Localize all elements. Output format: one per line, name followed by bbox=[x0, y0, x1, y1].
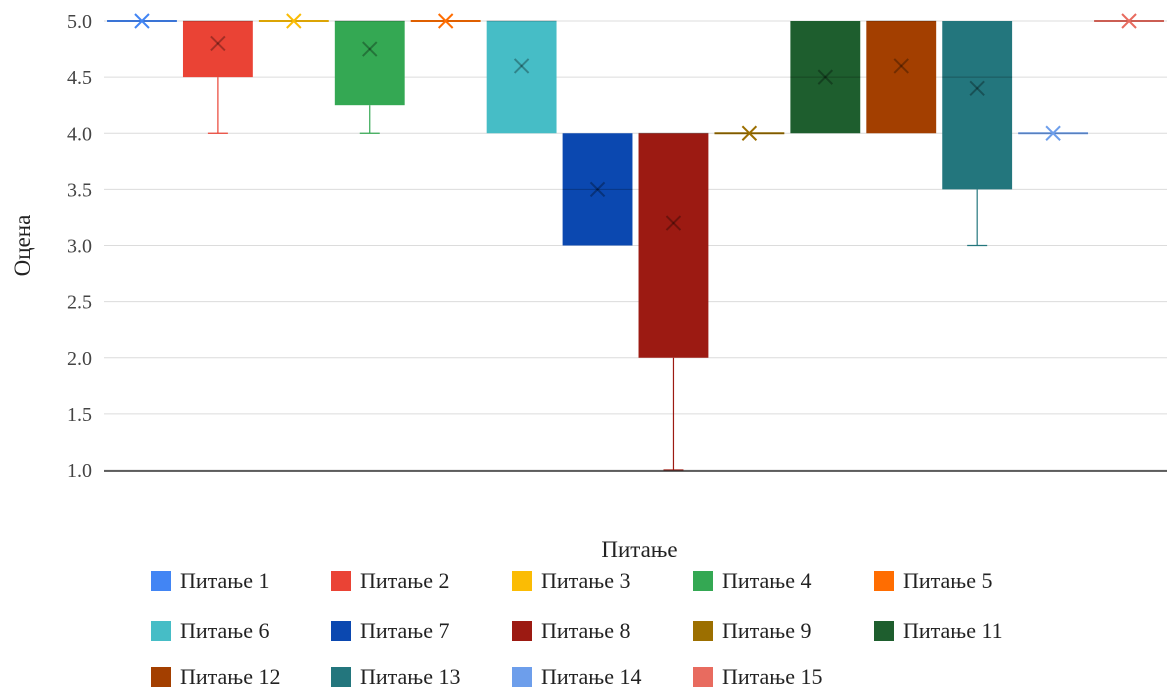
legend-item: Питање 1 bbox=[151, 568, 269, 593]
y-tick-label: 4.0 bbox=[67, 123, 92, 145]
y-axis-title: Оцена bbox=[10, 215, 35, 277]
box-group bbox=[107, 13, 177, 29]
box bbox=[638, 133, 709, 358]
mean-marker bbox=[1121, 13, 1137, 29]
x-axis-title: Питање bbox=[601, 537, 677, 562]
legend-label: Питање 5 bbox=[903, 568, 992, 593]
y-tick-label: 3.0 bbox=[67, 236, 92, 258]
legend-item: Питање 12 bbox=[151, 664, 280, 688]
legend-item: Питање 15 bbox=[693, 664, 822, 688]
legend-label: Питање 4 bbox=[722, 568, 811, 593]
legend-label: Питање 1 bbox=[180, 568, 269, 593]
box-group bbox=[334, 20, 405, 134]
legend-label: Питање 12 bbox=[180, 664, 280, 688]
legend-label: Питање 11 bbox=[903, 618, 1003, 643]
legend-item: Питање 7 bbox=[331, 618, 449, 643]
box bbox=[562, 133, 633, 246]
legend-label: Питање 15 bbox=[722, 664, 822, 688]
legend-swatch bbox=[693, 621, 713, 641]
box bbox=[486, 21, 557, 134]
box-group bbox=[562, 133, 633, 246]
legend-item: Питање 6 bbox=[151, 618, 269, 643]
y-tick-label: 5.0 bbox=[67, 11, 92, 33]
legend-label: Питање 13 bbox=[360, 664, 460, 688]
legend-label: Питање 8 bbox=[541, 618, 630, 643]
y-axis-ticks: 1.0 1.5 2.0 2.5 3.0 3.5 4.0 4.5 5.0 bbox=[67, 11, 92, 482]
y-tick-label: 2.0 bbox=[67, 348, 92, 370]
legend-swatch bbox=[512, 571, 532, 591]
legend-label: Питање 2 bbox=[360, 568, 449, 593]
box bbox=[866, 21, 937, 134]
box-group bbox=[1018, 125, 1089, 141]
mean-marker bbox=[741, 125, 758, 141]
legend-item: Питање 8 bbox=[512, 618, 630, 643]
box-group bbox=[790, 21, 861, 134]
legend-item: Питање 11 bbox=[874, 618, 1003, 643]
legend-item: Питање 3 bbox=[512, 568, 630, 593]
box-group bbox=[714, 125, 785, 141]
legend-swatch bbox=[693, 571, 713, 591]
legend-item: Питање 9 bbox=[693, 618, 811, 643]
y-tick-label: 3.5 bbox=[67, 179, 92, 201]
legend-swatch bbox=[151, 667, 171, 687]
mean-marker bbox=[286, 13, 302, 29]
box-group bbox=[1094, 13, 1164, 29]
mean-marker bbox=[362, 41, 378, 57]
y-tick-label: 2.5 bbox=[67, 292, 92, 314]
box-group bbox=[866, 20, 937, 134]
legend-item: Питање 13 bbox=[331, 664, 460, 688]
legend-swatch bbox=[151, 571, 171, 591]
mean-marker bbox=[665, 215, 682, 231]
box-group bbox=[182, 20, 253, 134]
mean-marker bbox=[134, 13, 150, 29]
box-group bbox=[638, 132, 709, 471]
mean-marker bbox=[589, 181, 606, 198]
y-tick-label: 4.5 bbox=[67, 67, 92, 89]
legend-label: Питање 6 bbox=[180, 618, 269, 643]
legend-label: Питање 14 bbox=[541, 664, 641, 688]
legend-item: Питање 2 bbox=[331, 568, 449, 593]
legend-label: Питање 3 bbox=[541, 568, 630, 593]
legend: Питање 1 Питање 2 Питање 3 Питање 4 Питање 5… bbox=[151, 568, 1003, 688]
legend-swatch bbox=[151, 621, 171, 641]
box bbox=[334, 21, 405, 106]
box bbox=[790, 21, 861, 134]
y-tick-label: 1.5 bbox=[67, 404, 92, 426]
mean-marker bbox=[817, 69, 834, 85]
box bbox=[182, 21, 253, 78]
legend-swatch bbox=[512, 667, 532, 687]
mean-marker bbox=[210, 35, 226, 52]
box-group bbox=[410, 13, 481, 29]
mean-marker bbox=[969, 80, 985, 97]
box-series bbox=[107, 13, 1164, 471]
box-group bbox=[486, 20, 557, 134]
grid-lines bbox=[104, 20, 1167, 471]
legend-item: Питање 5 bbox=[874, 568, 992, 593]
legend-swatch bbox=[331, 667, 351, 687]
legend-swatch bbox=[512, 621, 532, 641]
mean-marker bbox=[513, 58, 530, 74]
legend-item: Питање 4 bbox=[693, 568, 811, 593]
legend-swatch bbox=[693, 667, 713, 687]
legend-swatch bbox=[874, 571, 894, 591]
legend-label: Питање 7 bbox=[360, 618, 449, 643]
legend-swatch bbox=[331, 621, 351, 641]
mean-marker bbox=[1045, 125, 1061, 141]
box-group bbox=[942, 21, 1013, 247]
box-group bbox=[258, 13, 329, 29]
legend-item: Питање 14 bbox=[512, 664, 641, 688]
mean-marker bbox=[893, 58, 909, 74]
legend-swatch bbox=[331, 571, 351, 591]
y-tick-label: 1.0 bbox=[67, 460, 92, 482]
mean-marker bbox=[437, 13, 454, 29]
legend-label: Питање 9 bbox=[722, 618, 811, 643]
box bbox=[942, 21, 1013, 190]
legend-swatch bbox=[874, 621, 894, 641]
